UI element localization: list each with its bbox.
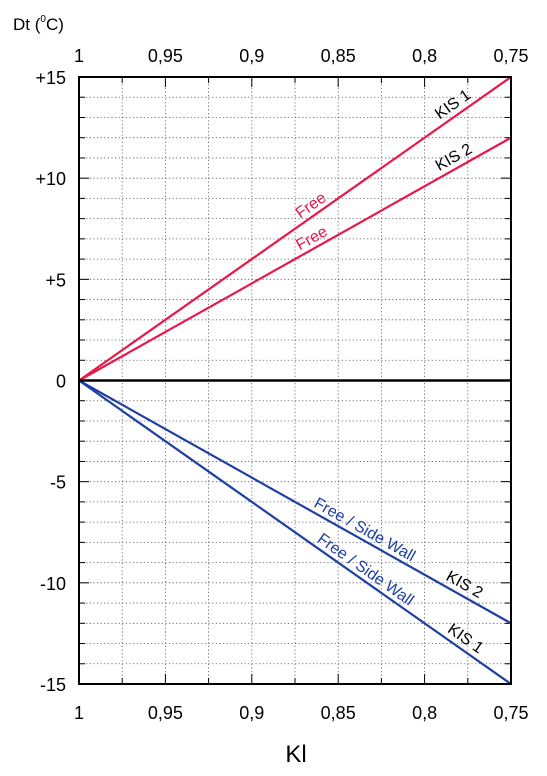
- series-line-2: [78, 379, 512, 625]
- series-line-0: [78, 76, 512, 382]
- x-tick-label-top: 0,9: [239, 46, 264, 66]
- y-tick-label: -10: [40, 574, 66, 594]
- series-lines: [78, 76, 512, 685]
- y-axis-title: Dt (0C): [13, 14, 64, 34]
- y-tick-label: +5: [45, 270, 66, 290]
- y-tick-label: +15: [35, 68, 66, 88]
- x-tick-label-bottom: 1: [74, 703, 84, 723]
- x-tick-label-top: 1: [74, 46, 84, 66]
- y-tick-label: 0: [56, 372, 66, 392]
- tick-labels: 1 1 0,95 0,95 0,9 0,9 0,85 0,85 0,8 0,8 0,75 0,75 +1…: [35, 46, 528, 723]
- series-line-3: [78, 379, 512, 685]
- series-line-1: [78, 136, 512, 382]
- x-tick-label-top: 0,85: [321, 46, 356, 66]
- x-tick-label-top: 0,8: [412, 46, 437, 66]
- x-tick-label-top: 0,75: [493, 46, 528, 66]
- y-axis-title-prefix: Dt (: [13, 15, 41, 34]
- y-axis-title-suffix: C): [46, 15, 64, 34]
- x-axis-title: Kl: [285, 741, 306, 768]
- y-tick-label: -5: [50, 473, 66, 493]
- y-axis-title-superscript: 0: [40, 14, 46, 25]
- x-tick-label-bottom: 0,8: [412, 703, 437, 723]
- x-tick-label-top: 0,95: [148, 46, 183, 66]
- y-tick-label: -15: [40, 675, 66, 695]
- x-tick-label-bottom: 0,75: [493, 703, 528, 723]
- x-tick-label-bottom: 0,95: [148, 703, 183, 723]
- x-tick-label-bottom: 0,9: [239, 703, 264, 723]
- x-tick-label-bottom: 0,85: [321, 703, 356, 723]
- y-tick-label: +10: [35, 169, 66, 189]
